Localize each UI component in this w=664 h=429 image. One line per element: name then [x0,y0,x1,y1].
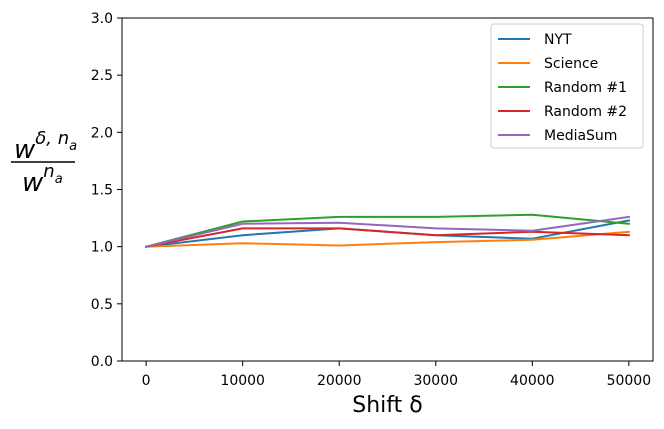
legend-label-random-1: Random #1 [544,80,627,96]
y-label-numerator: wδ, na [14,128,77,165]
y-label-numerator-sup: δ, n [35,128,69,149]
y-label-numerator-base: w [14,135,36,165]
y-label-denominator-sub: a [55,172,63,187]
x-tick-label: 0 [142,373,151,389]
x-axis-label: Shift δ [352,393,422,418]
y-label-numerator-sub: a [69,139,77,154]
series-line-mediasum [144,215,631,248]
legend: NYT Science Random #1 Random #2 MediaSum [490,23,644,149]
y-axis-ticks: 0.0 0.5 1.0 1.5 2.0 2.5 3.0 [91,11,122,370]
y-tick-label: 0.0 [91,354,113,370]
x-tick-label: 40000 [510,373,555,389]
y-label-denominator: wna [22,161,63,198]
plot-lines [144,213,631,248]
legend-label-mediasum: MediaSum [544,128,617,144]
y-tick-label: 2.0 [91,125,113,141]
legend-label-random-2: Random #2 [544,104,627,120]
legend-label-science: Science [544,56,598,72]
series-line-random-2 [144,227,630,248]
legend-frame [490,23,644,149]
y-tick-label: 0.5 [91,297,113,313]
legend-items: NYT Science Random #1 Random #2 MediaSum [498,32,627,144]
y-tick-label: 1.5 [91,183,113,199]
y-label-denominator-sup: n [43,161,54,182]
x-axis-ticks: 0 10000 20000 30000 40000 50000 [142,361,651,389]
y-axis-label: wδ, na wna [11,128,77,198]
legend-label-nyt: NYT [544,32,572,48]
y-label-denominator-base: w [22,168,44,198]
y-tick-label: 1.0 [91,240,113,256]
series-line-science [145,230,630,248]
y-tick-label: 3.0 [91,11,113,27]
x-tick-label: 20000 [317,373,362,389]
series-line-random-1 [144,213,630,248]
x-tick-label: 50000 [607,373,652,389]
y-tick-label: 2.5 [91,68,113,84]
x-tick-label: 10000 [220,373,265,389]
x-tick-label: 30000 [413,373,458,389]
